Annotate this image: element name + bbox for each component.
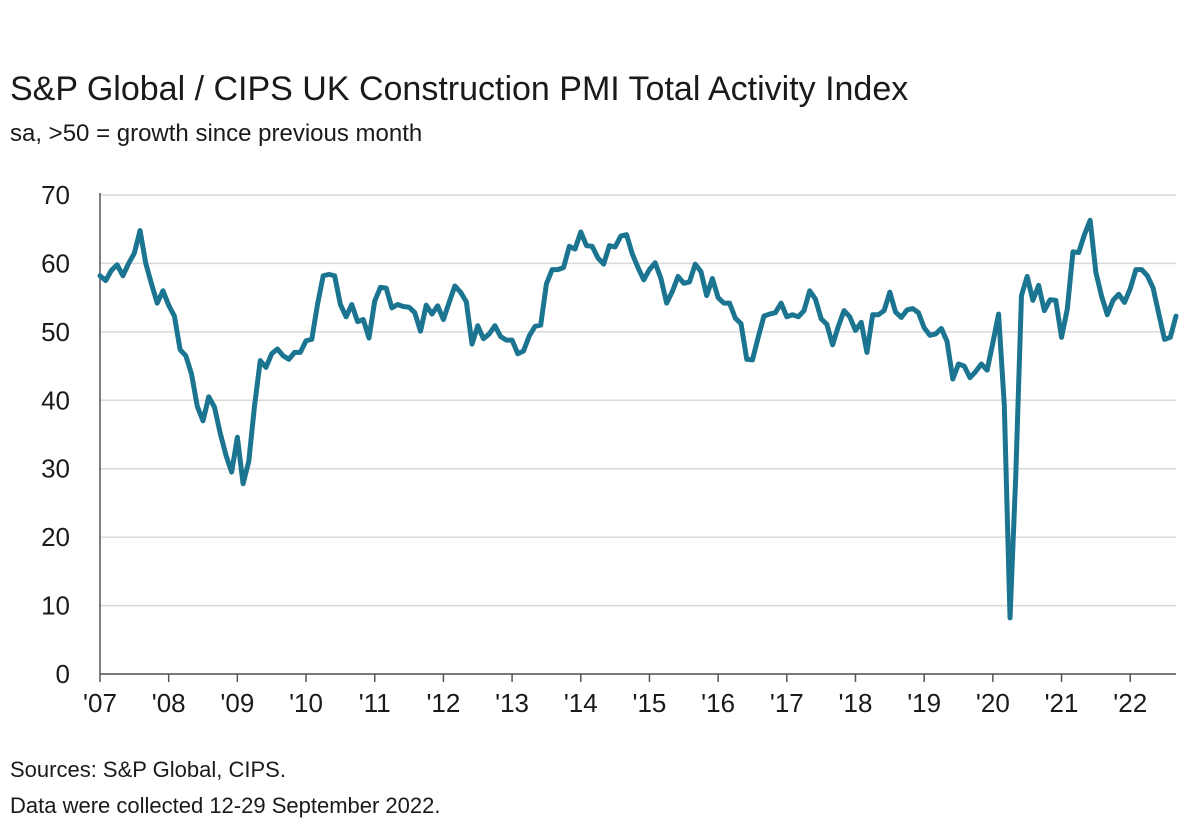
y-tick-label: 60 — [41, 248, 70, 278]
series-line — [97, 217, 1179, 621]
chart-title: S&P Global / CIPS UK Construction PMI To… — [10, 70, 909, 108]
x-tick-label: '20 — [976, 688, 1010, 718]
x-tick-label: '13 — [495, 688, 529, 718]
chart-subtitle: sa, >50 = growth since previous month — [10, 120, 423, 147]
x-tick-label: '12 — [426, 688, 460, 718]
x-tick-label: '15 — [633, 688, 667, 718]
y-tick-label: 50 — [41, 317, 70, 347]
x-tick-label: '19 — [907, 688, 941, 718]
x-tick-label: '10 — [289, 688, 323, 718]
sources-note: Sources: S&P Global, CIPS. — [10, 757, 286, 782]
y-tick-label: 40 — [41, 385, 70, 415]
x-tick-label: '08 — [152, 688, 186, 718]
x-tick-label: '21 — [1045, 688, 1079, 718]
x-tick-label: '22 — [1113, 688, 1147, 718]
y-tick-label: 10 — [41, 591, 70, 621]
x-tick-label: '18 — [839, 688, 873, 718]
y-tick-label: 30 — [41, 454, 70, 484]
y-tick-label: 0 — [56, 659, 70, 689]
x-tick-label: '17 — [770, 688, 804, 718]
x-tick-label: '07 — [83, 688, 117, 718]
collection-note: Data were collected 12-29 September 2022… — [10, 793, 441, 818]
x-tick-label: '14 — [564, 688, 598, 718]
x-tick-label: '16 — [701, 688, 735, 718]
x-tick-label: '09 — [220, 688, 254, 718]
x-tick-label: '11 — [359, 688, 391, 718]
y-tick-label: 20 — [41, 522, 70, 552]
y-tick-label: 70 — [41, 180, 70, 210]
